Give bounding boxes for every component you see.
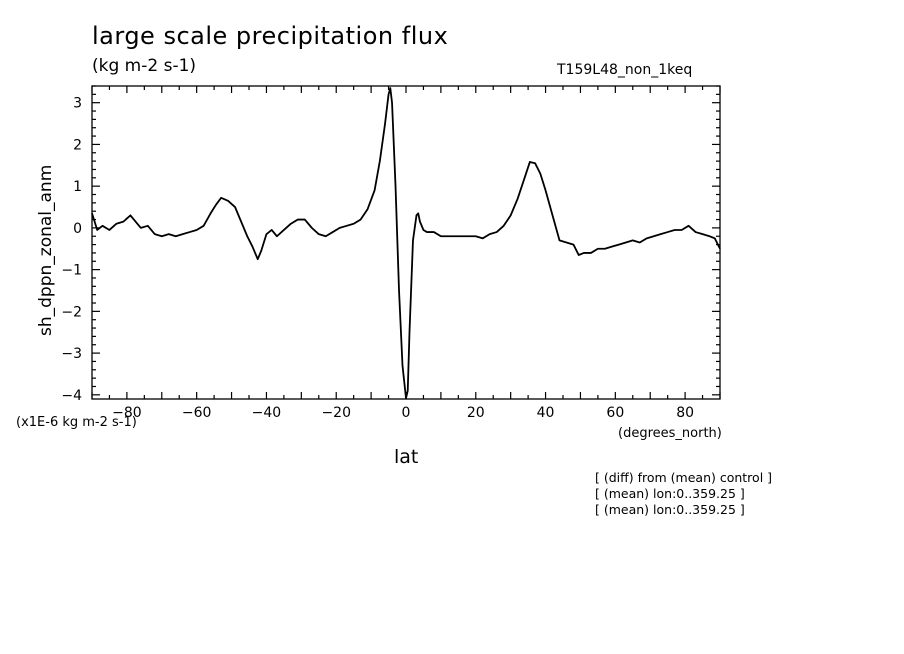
x-tick-label: 60 bbox=[606, 405, 624, 421]
chart-units: (kg m-2 s-1) bbox=[92, 56, 197, 76]
tick-label-layer: −80 −60 −40 −20 0 20 40 60 80 −4 −3 −2 −1 0 1 2 3 bbox=[61, 96, 694, 421]
x-tick-label: −20 bbox=[321, 405, 351, 421]
x-tick-label: 40 bbox=[537, 405, 555, 421]
x-tick-label: 80 bbox=[676, 405, 694, 421]
x-tick-label: 20 bbox=[467, 405, 485, 421]
tick-layer bbox=[91, 85, 721, 399]
series-line bbox=[91, 87, 721, 400]
x-tick-label: −40 bbox=[252, 405, 282, 421]
experiment-label: T159L48_non_1keq bbox=[557, 62, 693, 78]
footnote-diff: [ (diff) from (mean) control ] bbox=[595, 470, 773, 485]
y-tick-label: 1 bbox=[73, 179, 82, 195]
x-tick-label: −60 bbox=[182, 405, 212, 421]
y-tick-label: 3 bbox=[73, 96, 82, 112]
x-units-label: (degrees_north) bbox=[618, 426, 722, 441]
chart-title: large scale precipitation flux bbox=[92, 22, 449, 50]
y-tick-label: −3 bbox=[61, 346, 82, 362]
y-tick-label: 0 bbox=[73, 221, 82, 237]
footnote-lon-mean-1: [ (mean) lon:0..359.25 ] bbox=[595, 486, 745, 501]
x-tick-label: −80 bbox=[112, 405, 142, 421]
x-tick-label: 0 bbox=[402, 405, 411, 421]
y-tick-label: −2 bbox=[61, 304, 82, 320]
y-scale-note: (x1E-6 kg m-2 s-1) bbox=[16, 415, 137, 430]
y-tick-label: 2 bbox=[73, 137, 82, 153]
y-tick-label: −1 bbox=[61, 263, 82, 279]
footnote-lon-mean-2: [ (mean) lon:0..359.25 ] bbox=[595, 502, 745, 517]
x-axis-label: lat bbox=[394, 446, 419, 468]
y-tick-label: −4 bbox=[61, 388, 82, 404]
